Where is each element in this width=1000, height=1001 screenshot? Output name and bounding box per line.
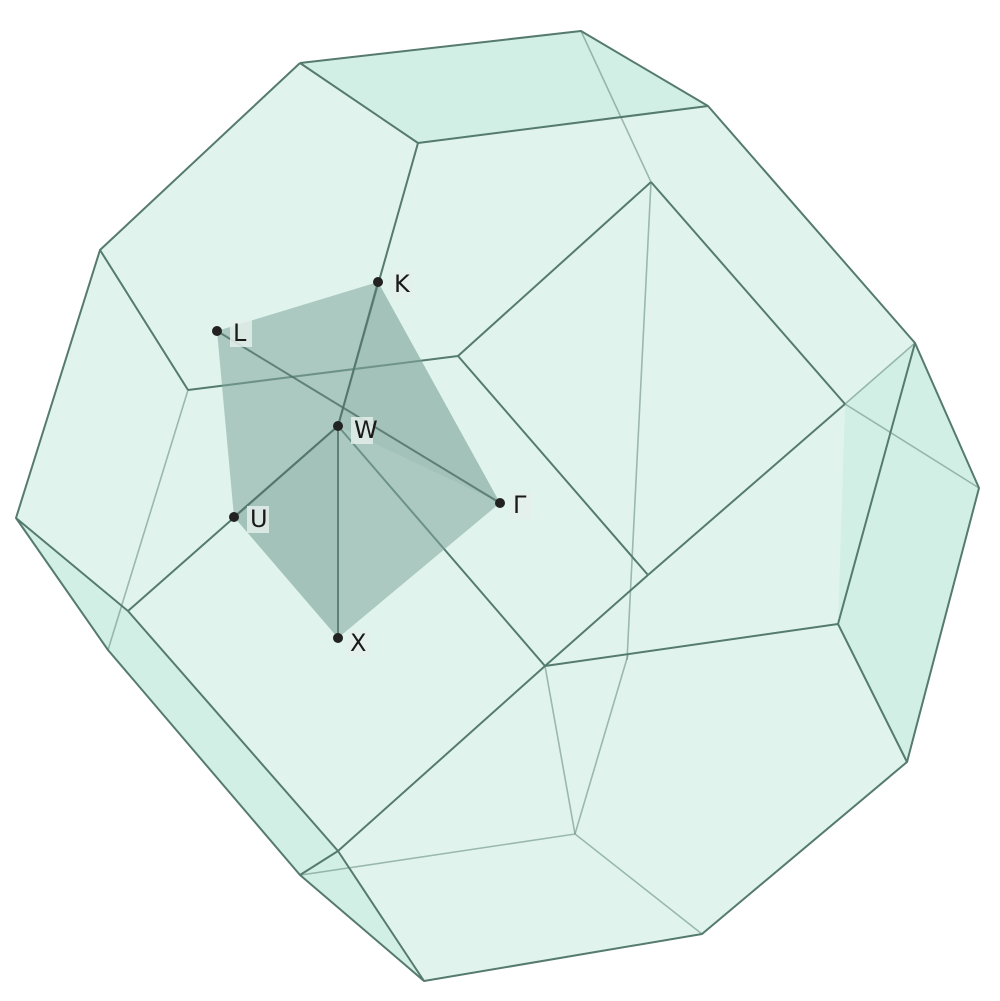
point-label-background [510, 492, 532, 519]
point-marker [333, 421, 343, 431]
point-label-background [230, 320, 252, 347]
point-w: W [333, 416, 378, 444]
point-k: K [373, 270, 413, 298]
point-label: Γ [513, 491, 527, 519]
point-marker [373, 277, 383, 287]
side-face-left [16, 518, 338, 875]
point-label-background [351, 417, 373, 444]
point-marker [212, 326, 222, 336]
point-marker [495, 498, 505, 508]
side-face-top [300, 31, 708, 143]
high-symmetry-points: K L W U Γ X [212, 270, 532, 657]
point-label-background [347, 630, 369, 657]
point-u: U [229, 505, 269, 533]
point-label-background [247, 506, 269, 533]
point-marker [229, 512, 239, 522]
point-label: X [350, 629, 366, 657]
point-label: W [354, 416, 378, 444]
point-marker [333, 633, 343, 643]
point-x: X [333, 629, 369, 657]
point-label-background [391, 271, 413, 298]
hidden-edges [107, 30, 980, 935]
side-face-bottom [300, 851, 424, 981]
point-l: L [212, 319, 252, 347]
point-label: U [250, 505, 268, 533]
point-gamma: Γ [495, 491, 532, 519]
irreducible-wedge [216, 281, 501, 638]
point-label: K [394, 270, 411, 298]
point-label: L [233, 319, 247, 347]
side-face-right [838, 343, 979, 762]
